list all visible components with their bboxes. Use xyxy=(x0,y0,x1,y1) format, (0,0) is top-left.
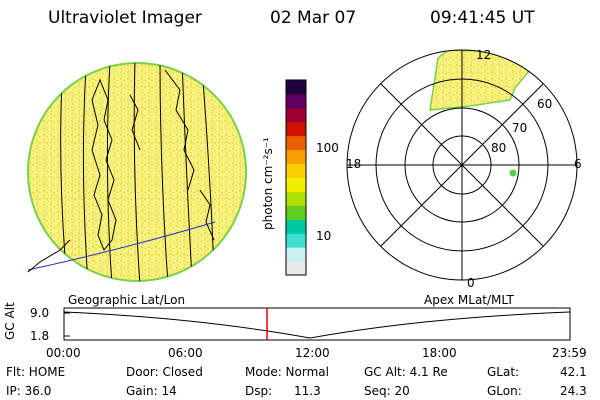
seq-readout: Seq: 20 xyxy=(364,384,410,398)
colorbar-unit-label: photon cm⁻²s⁻¹ xyxy=(261,137,275,230)
timeline-x-tick-4: 23:59 xyxy=(552,346,587,360)
colorbar-band xyxy=(286,219,306,234)
color-scale-bar xyxy=(285,79,307,276)
colorbar-band xyxy=(286,177,306,192)
ip-readout: IP: 36.0 xyxy=(6,384,52,398)
mode-readout: Mode: Normal xyxy=(245,365,329,379)
colorbar-band xyxy=(286,80,306,95)
timeline-left-label: Geographic Lat/Lon xyxy=(68,293,186,307)
timeline-x-tick-0: 00:00 xyxy=(46,346,81,360)
timeline-y-tick-9: 9.0 xyxy=(30,306,50,320)
timeline-y-tick-1: 1.8 xyxy=(30,329,50,343)
app-title: Ultraviolet Imager xyxy=(48,8,202,28)
colorbar-band xyxy=(286,107,306,123)
timeline-x-tick-2: 12:00 xyxy=(295,346,330,360)
satellite-position-marker xyxy=(509,169,517,177)
gc-alt-readout: GC Alt: 4.1 Re xyxy=(364,365,448,379)
colorbar-band xyxy=(286,93,306,109)
timeline-x-tick-1: 06:00 xyxy=(168,346,203,360)
polar-lat-70: 70 xyxy=(512,121,528,135)
colorbar-band xyxy=(286,261,306,276)
colorbar-band xyxy=(286,163,306,178)
glat-label: GLat: xyxy=(487,365,520,379)
colorbar-band xyxy=(286,135,306,151)
dsp-value: 11.3 xyxy=(294,384,321,398)
colorbar-band xyxy=(286,121,306,137)
colorbar-tick-10: 10 xyxy=(316,229,332,243)
colorbar-frame xyxy=(285,79,307,276)
colorbar-band xyxy=(286,247,306,262)
altitude-timeline xyxy=(63,307,571,341)
polar-mlt-18: 18 xyxy=(346,157,362,171)
colorbar-band xyxy=(286,205,306,220)
glon-label: GLon: xyxy=(487,384,522,398)
date-readout: 02 Mar 07 xyxy=(270,8,357,28)
polar-mlt-12: 12 xyxy=(476,48,492,62)
flight-status: Flt: HOME xyxy=(6,365,66,379)
glat-value: 42.1 xyxy=(560,365,587,379)
timeline-right-label: Apex MLat/MLT xyxy=(424,293,514,307)
door-status: Door: Closed xyxy=(126,365,203,379)
timeline-x-tick-3: 18:00 xyxy=(422,346,457,360)
earth-disk-image xyxy=(27,62,247,282)
polar-lat-60: 60 xyxy=(537,97,553,111)
colorbar-band xyxy=(286,191,306,206)
colorbar-band xyxy=(286,149,306,165)
gain-readout: Gain: 14 xyxy=(126,384,177,398)
glon-value: 24.3 xyxy=(560,384,587,398)
polar-lat-80: 80 xyxy=(491,141,507,155)
polar-mlt-0: 0 xyxy=(467,276,475,290)
polar-plot xyxy=(346,49,578,281)
timeline-y-axis-label: GC Alt xyxy=(3,302,17,340)
colorbar-band xyxy=(286,233,306,248)
colorbar-tick-100: 100 xyxy=(316,141,339,155)
dsp-label: Dsp: xyxy=(245,384,273,398)
polar-mlt-6: 6 xyxy=(574,157,582,171)
time-readout: 09:41:45 UT xyxy=(430,8,535,28)
